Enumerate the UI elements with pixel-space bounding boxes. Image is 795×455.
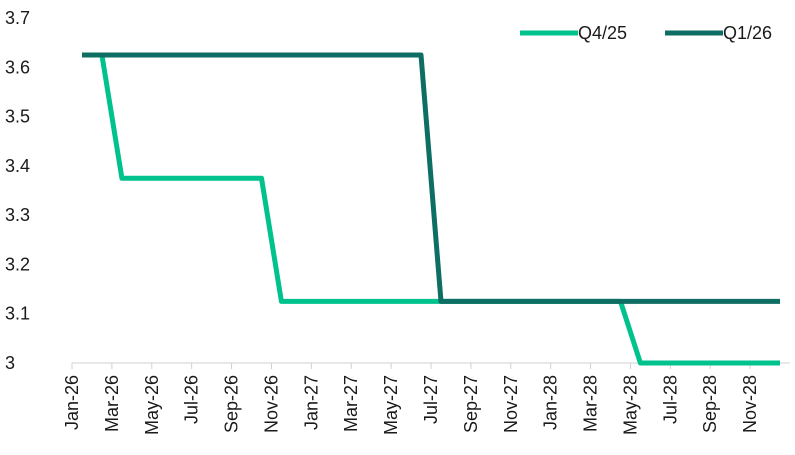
x-tick-label: Mar-27 <box>341 375 361 432</box>
y-tick-label: 3.1 <box>5 304 30 324</box>
x-tick-label: Sep-28 <box>700 375 720 433</box>
x-tick-label: Mar-28 <box>581 375 601 432</box>
x-tick-label: Sep-27 <box>461 375 481 433</box>
x-tick-label: Jan-26 <box>62 375 82 430</box>
x-tick-label: May-28 <box>620 375 640 435</box>
series-line-q4-25 <box>82 52 780 366</box>
y-tick-label: 3.4 <box>5 156 30 176</box>
x-tick-label: Nov-28 <box>740 375 760 433</box>
y-tick-label: 3 <box>5 353 15 373</box>
x-tick-label: Jul-26 <box>182 375 202 424</box>
x-tick-label: May-27 <box>381 375 401 435</box>
x-tick-label: Jul-28 <box>660 375 680 424</box>
y-tick-label: 3.5 <box>5 107 30 127</box>
series-lines <box>82 52 780 366</box>
x-tick-label: May-26 <box>142 375 162 435</box>
x-tick-label: Mar-26 <box>102 375 122 432</box>
y-tick-label: 3.7 <box>5 8 30 28</box>
x-tick-label: Jan-28 <box>541 375 561 430</box>
x-tick-label: Sep-26 <box>222 375 242 433</box>
legend-label: Q1/26 <box>723 23 772 43</box>
y-axis: 3 3.1 3.2 3.3 3.4 3.5 3.6 3.7 <box>5 8 30 373</box>
x-tick-label: Jan-27 <box>301 375 321 430</box>
legend: Q4/25 Q1/26 <box>520 23 772 43</box>
x-axis: Jan-26 Mar-26 May-26 Jul-26 Sep-26 Nov-26 Jan-… <box>62 362 790 435</box>
x-tick-label: Nov-26 <box>261 375 281 433</box>
legend-label: Q4/25 <box>578 23 627 43</box>
y-tick-label: 3.3 <box>5 205 30 225</box>
x-tick-label: Nov-27 <box>501 375 521 433</box>
series-line-q1-26 <box>82 52 780 304</box>
y-tick-label: 3.6 <box>5 57 30 77</box>
y-tick-label: 3.2 <box>5 254 30 274</box>
x-tick-label: Jul-27 <box>421 375 441 424</box>
